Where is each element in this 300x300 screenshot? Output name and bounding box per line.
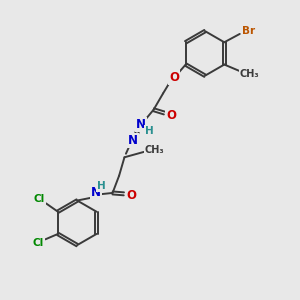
Text: CH₃: CH₃ [240, 69, 260, 79]
Text: H: H [97, 181, 106, 191]
Text: O: O [127, 188, 136, 202]
Text: N: N [136, 118, 146, 131]
Text: Br: Br [242, 26, 255, 36]
Text: Cl: Cl [33, 238, 44, 248]
Text: O: O [169, 70, 179, 83]
Text: N: N [128, 134, 138, 147]
Text: O: O [167, 109, 176, 122]
Text: H: H [145, 126, 154, 136]
Text: Cl: Cl [34, 194, 45, 204]
Text: N: N [91, 186, 101, 200]
Text: CH₃: CH₃ [145, 145, 165, 155]
